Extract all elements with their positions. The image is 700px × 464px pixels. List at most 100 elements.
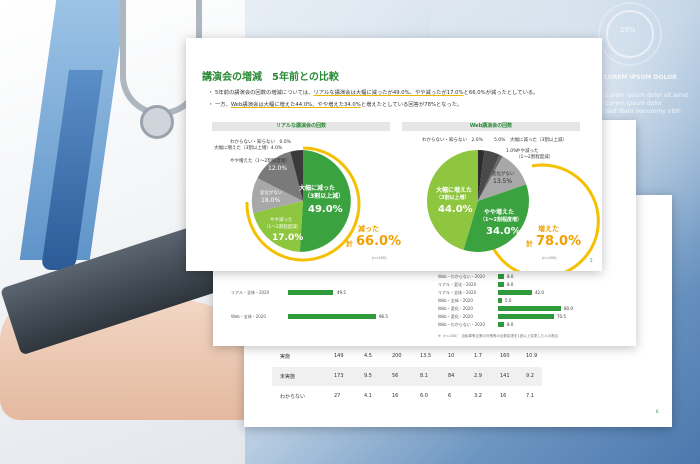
bullet-text: と66.0%が減ったとしている。 [463, 90, 539, 96]
table-cell: 9.2 [526, 373, 534, 379]
label-web-1pct: 1.0% [506, 149, 518, 154]
table-cell: 9.5 [364, 373, 372, 379]
bar-label: Web・わからない・2020 [438, 274, 485, 279]
bar-left-1 [288, 314, 376, 319]
label-web-increase-small-sub: （1〜2割程度増） [480, 217, 522, 223]
table-cell: 84 [448, 373, 455, 379]
row-label: 実施 [280, 354, 291, 360]
lorem-line: sed diam nonummy nibh [606, 108, 681, 115]
table-cell: 4.1 [364, 393, 372, 399]
pie-chart-web [426, 150, 600, 271]
slide-pie-charts: 講演会の増減 5年前との比較 ・ 5年前の講演会の回数の増減については、リアルな… [186, 38, 602, 271]
bar-label: Web・変化・2020 [438, 314, 473, 319]
bar-label: リアル・全体・2020 [231, 290, 270, 295]
pie-slice-no-change [251, 178, 303, 214]
label-increase-small: やや増えた（1〜2割程度増） [230, 159, 290, 164]
bar-right-5 [498, 314, 554, 319]
bullet-highlight: Web講演会は大幅に増えた44.0%、やや増えた34.0% [230, 102, 361, 108]
table-cell: 6.0 [420, 393, 428, 399]
label-increase-small-value: 12.0% [268, 165, 288, 172]
summary-value-web: 78.0% [536, 234, 582, 249]
table-cell: 4.5 [364, 353, 372, 359]
summary-value-real: 66.0% [356, 234, 402, 249]
bar-right-0 [498, 274, 504, 279]
bullet-2: ・ 一方、Web講演会は大幅に増えた44.0%、やや増えた34.0%と増えたとし… [208, 100, 462, 108]
bar-left-0 [288, 290, 333, 295]
sample-size-real: (n=200) [372, 256, 387, 260]
table-cell: 56 [392, 373, 399, 379]
slide-title: 講演会の増減 5年前との比較 [202, 72, 339, 83]
pie-slice-web-unknown [478, 150, 485, 201]
bar-value: 96.5 [379, 314, 388, 319]
table-cell: 10.9 [526, 353, 538, 359]
label-web-decrease-small-sub: （1〜2割程度減） [516, 155, 554, 160]
bar-value: 80.0 [564, 306, 573, 311]
label-increase-large: 大幅に増えた（3割以上増）4.0% [214, 146, 283, 151]
label-web-no-change: 変化がない [492, 172, 515, 177]
table-cell: 200 [392, 353, 402, 359]
table-cell: 149 [334, 353, 344, 359]
table-row: わからない 27 4.1 16 6.0 6 3.2 16 7.1 [272, 387, 542, 406]
bullet-highlight: リアルな講演会は大幅に減ったが49.0%、やや減ったが17.0% [313, 90, 464, 96]
panel-header-web: Web講演会の回数 [402, 122, 580, 131]
summary-kei-web: 計 [526, 240, 533, 248]
page-number: 5 [590, 258, 593, 263]
lorem-line: Lorem ipsum dolor sit amet [606, 92, 689, 99]
ring-label: 25% [620, 26, 636, 34]
table-cell: 3.2 [474, 393, 482, 399]
bar-label: Web・全体・2020 [231, 314, 266, 319]
summary-arc-real [245, 146, 361, 262]
table-cell: 27 [334, 393, 341, 399]
bar-value: 70.5 [557, 314, 566, 319]
bar-value: 8.0 [507, 274, 514, 279]
stethoscope-head-icon [140, 105, 174, 139]
table-cell: 16 [500, 393, 507, 399]
page-number: 6 [656, 409, 659, 414]
sample-size-web: (n=200) [542, 256, 557, 260]
lorem-title: LOREM IPSUM DOLOR [604, 74, 677, 81]
pie-chart-real [245, 146, 361, 262]
bar-label: Web・変化・2020 [438, 306, 473, 311]
bar-right-6 [498, 322, 504, 327]
label-decrease-small: やや減った [270, 218, 293, 223]
value-web-increase-large: 44.0% [438, 204, 473, 215]
table-row: 実施 149 4.5 200 13.5 10 1.7 160 10.9 [272, 347, 542, 366]
footnote: ※（n=200） 自転車等企業の対策等の台数拡張を1回以上変更した人の割合 [438, 334, 559, 338]
table-cell: 8.1 [420, 373, 428, 379]
pie-slice-web-decrease-large [478, 150, 500, 201]
bar-value: 8.0 [507, 322, 514, 327]
summary-kei-real: 計 [346, 240, 353, 248]
table-cell: 10 [448, 353, 455, 359]
label-web-decrease-large: 大幅に減った（3割以上減） [510, 138, 567, 143]
label-no-change-value: 18.0% [261, 197, 281, 204]
bar-label: リアル・全体・2020 [438, 290, 477, 295]
value-decrease-small: 17.0% [272, 233, 304, 243]
label-web-increase-small: やや増えた [484, 209, 515, 216]
label-decrease-large-sub: （3割以上減） [304, 193, 345, 200]
bar-right-3 [498, 298, 502, 303]
table-cell: 13.5 [420, 353, 432, 359]
table-cell: 16 [392, 393, 399, 399]
table-cell: 6 [448, 393, 452, 399]
pie-slice-web-increase-large [426, 150, 478, 250]
summary-label-web: 増えた [538, 225, 559, 233]
table-cell: 7.1 [526, 393, 534, 399]
pie-slice-increase-small [257, 151, 303, 201]
panel-header-real: リアルな講演会の回数 [212, 122, 390, 131]
progress-ring-outer-icon [598, 2, 662, 66]
bar-value: 5.0 [505, 298, 512, 303]
label-decrease-small-sub: （1〜2割程度減） [264, 225, 302, 230]
table-cell: 141 [500, 373, 510, 379]
pie-slice-decrease-large [299, 150, 351, 252]
summary-label-real: 減った [358, 225, 379, 233]
table-row: 未実施 173 9.5 56 8.1 84 2.9 141 9.2 [272, 367, 542, 386]
bar-right-1 [498, 282, 504, 287]
label-unknown: わからない・知らない 0.0% [230, 140, 291, 145]
label-web-5pct: 5.0% [494, 138, 506, 143]
bar-value: 42.0 [535, 290, 544, 295]
table-cell: 1.7 [474, 353, 482, 359]
pie-slice-web-decrease-small [478, 154, 503, 201]
bullet-text: と増えたとしている回答が78%となった。 [360, 102, 463, 108]
label-web-increase-large: 大幅に増えた [436, 187, 473, 194]
label-web-decrease-small: やや減った [516, 149, 539, 154]
